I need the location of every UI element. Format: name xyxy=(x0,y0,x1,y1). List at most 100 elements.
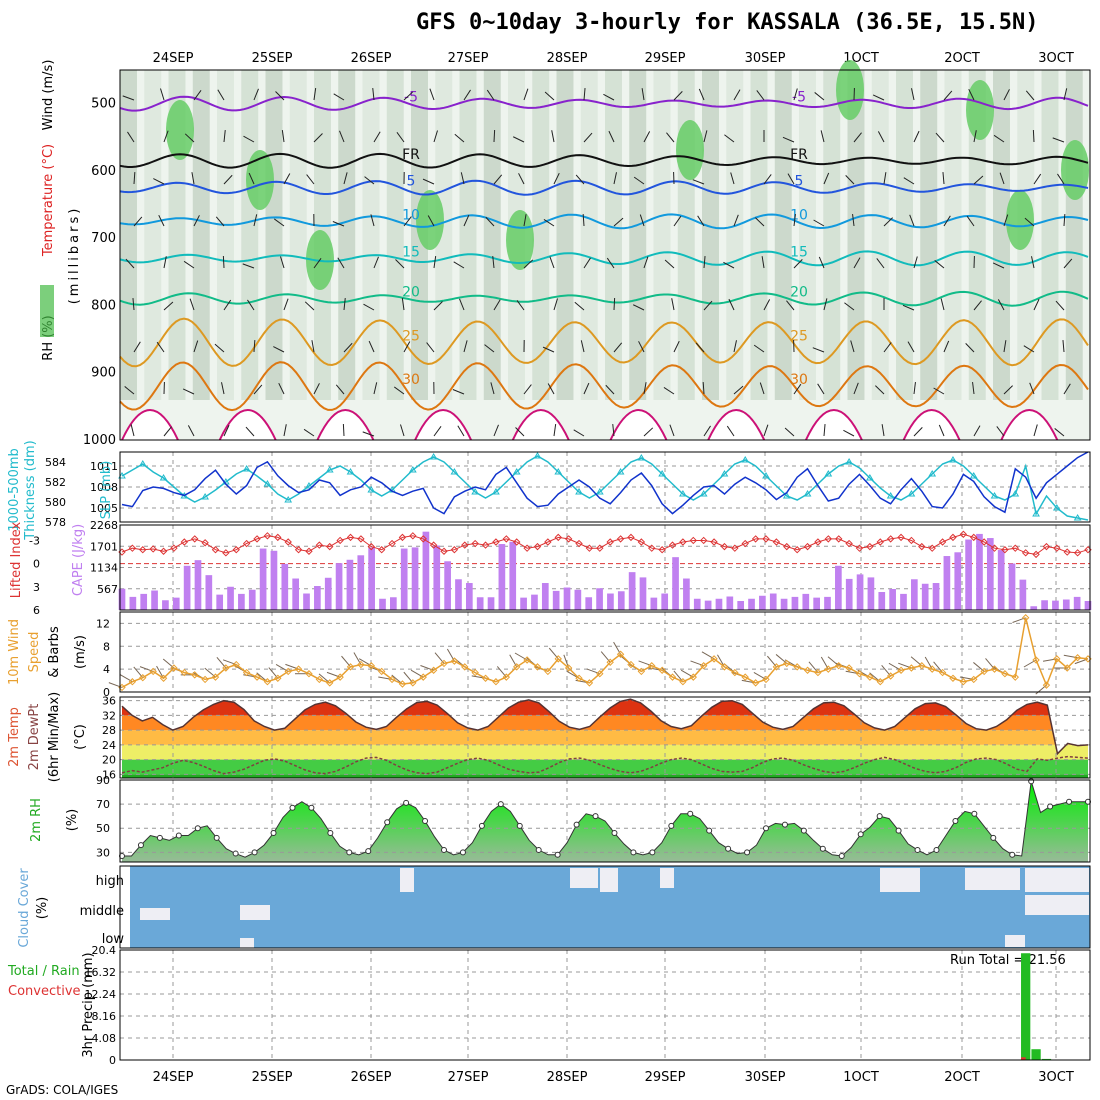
wind-barb xyxy=(999,172,1005,185)
wind-speed-marker xyxy=(367,662,375,670)
lifted-index-marker xyxy=(1021,549,1030,557)
lifted-index-marker xyxy=(1011,544,1019,552)
cloud-block xyxy=(1025,895,1089,915)
wind-barb xyxy=(1003,214,1009,227)
precip-tick-label: 20.4 xyxy=(92,944,117,957)
lifted-index-marker xyxy=(544,538,552,546)
wind-barb xyxy=(968,88,975,101)
isotherm-35-loop xyxy=(316,409,375,441)
wind-barb xyxy=(303,428,315,437)
cape-bar xyxy=(802,593,810,610)
wind-speed-marker xyxy=(294,665,303,673)
wind-barb xyxy=(457,425,465,437)
lifted-index-marker xyxy=(377,546,386,554)
precip-label-total: Total / Rain xyxy=(7,964,80,979)
lifted-index-marker xyxy=(232,546,240,554)
wind-barb xyxy=(463,214,470,227)
wind-speed-marker xyxy=(191,671,199,679)
wind-barb xyxy=(703,130,708,143)
rh-marker xyxy=(971,810,978,817)
wind-barb xyxy=(133,216,143,227)
cape-bar xyxy=(520,597,527,610)
temp-tick-label: 20 xyxy=(102,754,116,767)
wind-barb xyxy=(1029,382,1035,395)
wind-barb xyxy=(189,298,195,311)
lifted-index-marker xyxy=(191,535,199,543)
rh-marker xyxy=(857,831,864,838)
wind-barb xyxy=(313,383,320,395)
wind-barb xyxy=(755,217,765,227)
lifted-index-marker xyxy=(201,539,209,547)
wind-barb xyxy=(362,431,375,437)
isotherm-line xyxy=(119,213,1089,230)
rh-marker xyxy=(933,846,940,853)
wind-barb xyxy=(193,340,199,353)
rh-shading xyxy=(1041,70,1059,400)
wind-barb xyxy=(1055,300,1065,311)
cape-bar xyxy=(379,598,386,610)
rh-marker xyxy=(422,818,429,824)
rh-shading xyxy=(556,70,574,400)
lifted-index-marker xyxy=(772,538,781,546)
wind-speed-marker xyxy=(253,673,261,681)
cape-bar xyxy=(900,593,907,610)
wind-barb xyxy=(993,134,1005,143)
wind-barb xyxy=(756,90,765,101)
lifted-index-line xyxy=(121,533,1089,555)
thickness-marker xyxy=(429,453,438,460)
wind-barb xyxy=(396,131,405,143)
lifted-index-marker xyxy=(481,541,490,549)
rh-shading xyxy=(993,70,1010,400)
rh-marker xyxy=(384,819,391,826)
slp-tick-label: 1005 xyxy=(90,502,118,515)
lifted-index-marker xyxy=(762,535,770,543)
rh-marker xyxy=(573,821,580,828)
lifted-index-marker xyxy=(159,547,168,555)
wind-barb xyxy=(703,256,706,269)
wind-barb xyxy=(907,341,915,353)
cape-bar xyxy=(194,560,202,610)
isotherm-label: -5 xyxy=(792,90,806,106)
lifted-index-marker xyxy=(409,532,417,540)
wind-barb xyxy=(460,172,465,185)
cape-bar xyxy=(759,595,766,610)
cape-bar xyxy=(129,596,137,610)
wind-barb xyxy=(787,173,795,185)
wind-barb xyxy=(242,263,255,269)
wind-barb xyxy=(248,172,255,185)
wind-speed-marker xyxy=(762,675,770,684)
wind-barb xyxy=(814,92,825,101)
wind-barb xyxy=(1063,88,1068,101)
lifted-index-marker xyxy=(606,538,614,546)
wind-barb xyxy=(933,387,945,395)
wind-barb xyxy=(373,256,379,269)
isotherm-line xyxy=(119,179,1089,196)
cape-bar xyxy=(932,583,940,610)
wind-speed-marker xyxy=(139,674,147,682)
rh2m-label: 2m RH xyxy=(29,798,44,842)
wind-barb xyxy=(639,214,645,227)
wind-barb xyxy=(1024,217,1035,227)
thickness-tick-label: 578 xyxy=(45,516,66,529)
isotherm-label: 10 xyxy=(790,207,808,223)
lifted-index-marker xyxy=(886,535,895,543)
lifted-index-marker xyxy=(783,542,791,551)
rh-marker xyxy=(838,852,845,859)
lifted-index-marker xyxy=(170,544,178,552)
wind-barb xyxy=(697,215,705,227)
lifted-index-marker xyxy=(149,545,157,553)
rh-marker xyxy=(137,842,144,849)
lifted-index-marker xyxy=(284,538,292,546)
wind-barb xyxy=(973,425,981,437)
rh-shading xyxy=(774,70,792,400)
wind-barb xyxy=(337,257,345,269)
rh-marker xyxy=(1009,851,1016,858)
wind-barb xyxy=(1033,298,1040,311)
wind-barb xyxy=(613,172,617,185)
rh-shading xyxy=(799,70,816,400)
rh-high-area xyxy=(676,120,704,180)
rh-tick-label: 50 xyxy=(96,822,110,835)
thickness-label-1: 1000-500mb xyxy=(7,448,22,532)
wind-speed-marker xyxy=(772,663,781,671)
lifted-index-marker xyxy=(751,535,760,543)
